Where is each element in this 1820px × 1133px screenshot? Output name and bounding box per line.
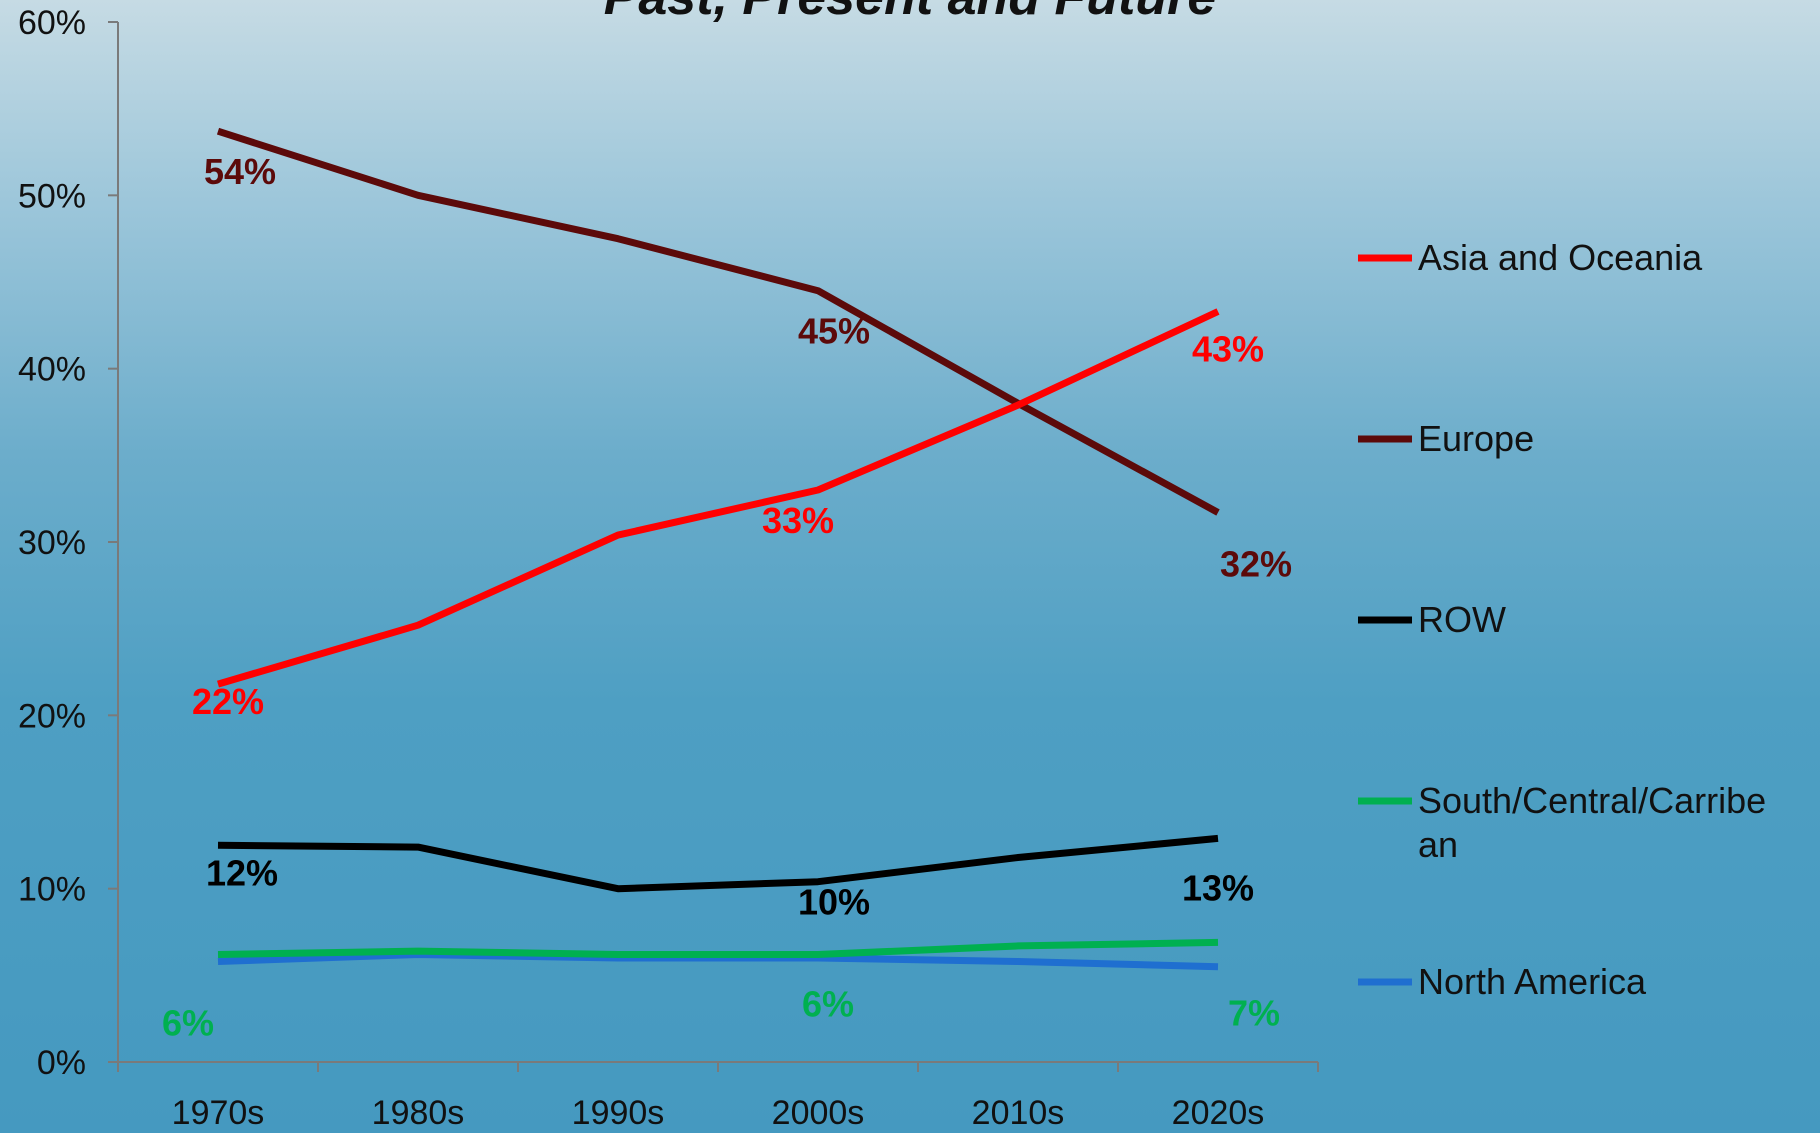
x-tick-label: 2020s (1172, 1094, 1265, 1132)
legend-entry: ROW (1418, 599, 1506, 640)
legend-entry: Asia and Oceania (1418, 237, 1703, 278)
data-label: 6% (162, 1003, 214, 1044)
y-tick-label: 30% (18, 524, 86, 562)
y-tick-label: 50% (18, 177, 86, 215)
y-tick-label: 40% (18, 351, 86, 389)
data-label: 22% (192, 681, 264, 722)
x-tick-label: 1980s (372, 1094, 465, 1132)
y-tick-label: 0% (37, 1044, 86, 1082)
series-line (216, 127, 1220, 516)
data-labels: 22% 33% 43% 54% 45% 32% 12% 10% 13% 6% 6% 7% (162, 151, 1292, 1043)
data-label: 13% (1182, 867, 1254, 908)
x-tick-label: 2010s (972, 1094, 1065, 1132)
data-label: 6% (802, 984, 854, 1025)
chart-title: Past, Present and Future (604, 0, 1217, 26)
data-label: 32% (1220, 544, 1292, 585)
axes: 0% 10% 20% 30% 40% 50% 60% 1970s 1980s 1990s 2000s… (18, 4, 1319, 1132)
data-label: 54% (204, 151, 276, 192)
data-label: 7% (1228, 992, 1280, 1033)
legend: Asia and Oceania Europe ROW South/Central/C… (1358, 237, 1766, 1002)
series-lines (216, 127, 1220, 971)
legend-entry: North America (1418, 961, 1647, 1002)
data-label: 33% (762, 500, 834, 541)
data-label: 12% (206, 852, 278, 893)
y-tick-label: 10% (18, 871, 86, 909)
series-line (217, 834, 1219, 893)
series-line (217, 938, 1219, 958)
series-line (217, 951, 1219, 971)
x-tick-label: 1990s (572, 1094, 665, 1132)
data-label: 10% (798, 882, 870, 923)
x-tick-label: 2000s (772, 1094, 865, 1132)
legend-entry: South/Central/Carribe an (1418, 780, 1766, 865)
y-tick-label: 60% (18, 4, 86, 42)
data-label: 45% (798, 311, 870, 352)
x-tick-label: 1970s (172, 1094, 265, 1132)
legend-entry: Europe (1418, 418, 1534, 459)
data-label: 43% (1192, 328, 1264, 369)
series-line (217, 308, 1220, 688)
y-tick-label: 20% (18, 697, 86, 735)
